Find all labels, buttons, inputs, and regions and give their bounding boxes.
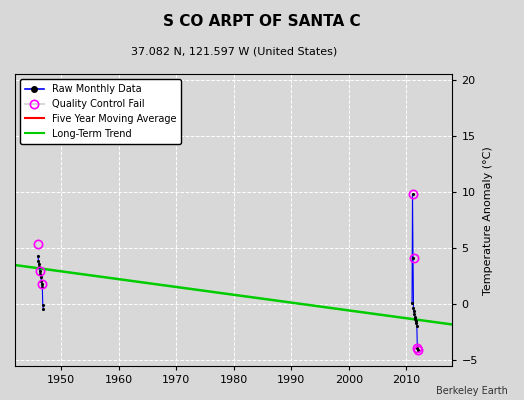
Text: S CO ARPT OF SANTA C: S CO ARPT OF SANTA C <box>163 14 361 29</box>
Text: Berkeley Earth: Berkeley Earth <box>436 386 508 396</box>
Legend: Raw Monthly Data, Quality Control Fail, Five Year Moving Average, Long-Term Tren: Raw Monthly Data, Quality Control Fail, … <box>20 79 181 144</box>
Title: 37.082 N, 121.597 W (United States): 37.082 N, 121.597 W (United States) <box>130 47 337 57</box>
Y-axis label: Temperature Anomaly (°C): Temperature Anomaly (°C) <box>483 146 493 294</box>
